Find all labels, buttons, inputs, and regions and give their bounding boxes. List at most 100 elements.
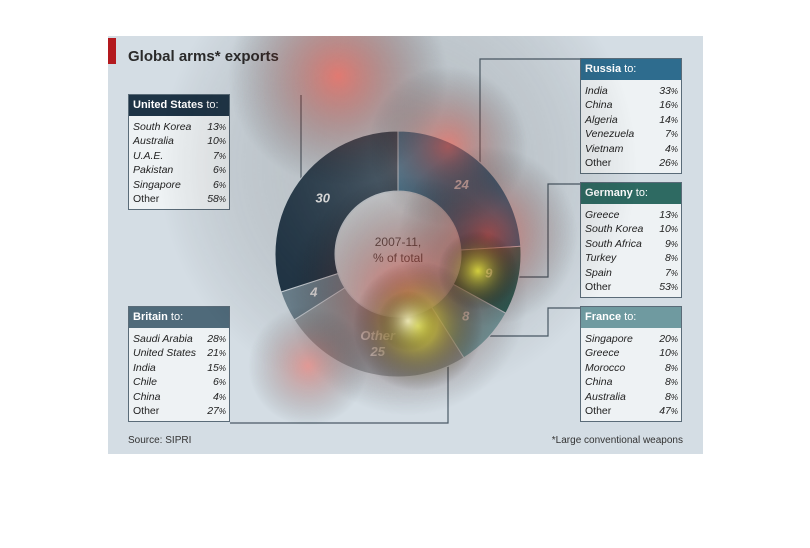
destination: China	[133, 390, 161, 403]
share-value: 21%	[207, 347, 226, 360]
table-row: Other 26%	[581, 156, 681, 170]
box-country: Britain	[133, 311, 168, 323]
destination: Other	[585, 404, 612, 417]
share-value: 6%	[213, 178, 226, 191]
share-value: 4%	[213, 390, 226, 403]
table-row: Greece 13%	[581, 208, 681, 222]
table-row: Venezuela 7%	[581, 127, 681, 141]
box-header: Germany to:	[581, 183, 681, 204]
destination: United States	[133, 347, 197, 360]
destination: Singapore	[585, 333, 633, 345]
box-header: France to:	[581, 307, 681, 328]
box-to-label: to:	[203, 99, 219, 111]
share-value: 6%	[213, 376, 226, 389]
share-value: 9%	[665, 237, 678, 250]
share-value: 10%	[659, 223, 678, 236]
destination: China	[585, 376, 613, 389]
table-row: India 33%	[581, 84, 681, 98]
share-value: 7%	[665, 266, 678, 279]
slice-label: 8	[462, 309, 470, 324]
destination: Australia	[585, 390, 626, 403]
destination: India	[133, 361, 156, 374]
table-row: South Korea 13%	[129, 120, 229, 134]
box-header: Britain to:	[129, 307, 229, 328]
table-row: Australia 10%	[129, 134, 229, 148]
table-row: Singapore 6%	[129, 178, 229, 192]
breakdown-box-britain: Britain to: Saudi Arabia 28% United States 2…	[128, 306, 230, 423]
table-row: China 16%	[581, 98, 681, 112]
share-value: 10%	[207, 135, 226, 148]
table-row: South Korea 10%	[581, 222, 681, 236]
share-value: 47%	[659, 404, 678, 417]
breakdown-box-russia: Russia to: India 33% China 16% Algeria 14% Vene…	[580, 58, 682, 175]
destination: Turkey	[585, 252, 617, 265]
destination: Greece	[585, 347, 620, 360]
share-value: 53%	[659, 280, 678, 293]
box-to-label: to:	[621, 63, 637, 75]
breakdown-box-united-states: United States to: South Korea 13% Australia…	[128, 94, 230, 211]
share-value: 15%	[207, 361, 226, 374]
share-value: 28%	[207, 333, 226, 345]
share-value: 8%	[665, 252, 678, 265]
share-value: 27%	[207, 404, 226, 417]
box-to-label: to:	[632, 187, 648, 199]
box-country: Russia	[585, 63, 622, 75]
slice-label: 24	[453, 178, 469, 193]
table-row: Algeria 14%	[581, 113, 681, 127]
destination: Algeria	[585, 113, 618, 126]
table-row: China 4%	[129, 390, 229, 404]
breakdown-box-france: France to: Singapore 20% Greece 10% Morocco 8%…	[580, 306, 682, 423]
table-row: Vietnam 4%	[581, 142, 681, 156]
breakdown-box-germany: Germany to: Greece 13% South Korea 10% South …	[580, 182, 682, 299]
table-row: Australia 8%	[581, 390, 681, 404]
share-value: 4%	[665, 142, 678, 155]
table-row: Other 58%	[129, 192, 229, 206]
destination: Morocco	[585, 361, 626, 374]
table-row: South Africa 9%	[581, 237, 681, 251]
slice-label: 9	[485, 266, 493, 281]
table-row: Pakistan 6%	[129, 163, 229, 177]
destination: Other	[585, 156, 612, 169]
box-country: France	[585, 311, 622, 323]
share-value: 33%	[659, 85, 678, 97]
destination: Venezuela	[585, 128, 635, 141]
share-value: 8%	[665, 376, 678, 389]
share-value: 10%	[659, 347, 678, 360]
destination: Chile	[133, 376, 157, 389]
share-value: 20%	[659, 333, 678, 345]
share-value: 58%	[207, 192, 226, 205]
destination: Vietnam	[585, 142, 624, 155]
destination: South Korea	[585, 223, 644, 236]
destination: U.A.E.	[133, 149, 164, 162]
destination: Greece	[585, 209, 620, 221]
destination: Pakistan	[133, 164, 174, 177]
share-value: 7%	[213, 149, 226, 162]
source-note: Source: SIPRI	[128, 435, 192, 446]
share-value: 13%	[659, 209, 678, 221]
table-row: Turkey 8%	[581, 251, 681, 265]
table-row: U.A.E. 7%	[129, 149, 229, 163]
share-value: 16%	[659, 99, 678, 112]
share-value: 13%	[207, 121, 226, 133]
box-header: Russia to:	[581, 59, 681, 80]
table-row: Other 27%	[129, 404, 229, 418]
table-row: Singapore 20%	[581, 332, 681, 346]
destination: Other	[133, 404, 160, 417]
share-value: 6%	[213, 164, 226, 177]
destination: Spain	[585, 266, 612, 279]
slice-label: 30	[316, 191, 331, 206]
table-row: Chile 6%	[129, 375, 229, 389]
destination: Singapore	[133, 178, 181, 191]
table-row: Spain 7%	[581, 266, 681, 280]
destination: Other	[133, 192, 160, 205]
footnote: *Large conventional weapons	[551, 435, 683, 446]
share-value: 8%	[665, 390, 678, 403]
slice-label: 4	[309, 285, 318, 300]
box-country: United States	[133, 99, 204, 111]
table-row: Other 47%	[581, 404, 681, 418]
box-to-label: to:	[621, 311, 637, 323]
destination: China	[585, 99, 613, 112]
share-value: 8%	[665, 361, 678, 374]
table-row: China 8%	[581, 375, 681, 389]
share-value: 26%	[659, 156, 678, 169]
